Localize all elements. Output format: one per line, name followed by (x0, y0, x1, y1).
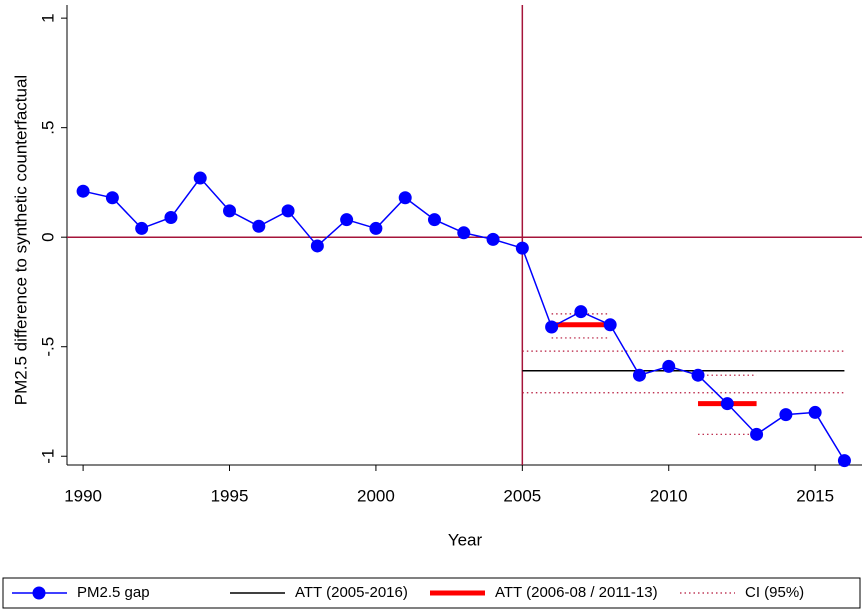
series-point (632, 368, 646, 382)
series-point (223, 204, 237, 218)
y-tick-label: 0 (38, 232, 57, 241)
series-point (427, 213, 441, 227)
x-tick-label: 2000 (357, 486, 395, 505)
x-tick-label: 2015 (796, 486, 834, 505)
series-point (310, 239, 324, 253)
series-point (545, 320, 559, 334)
series-point (720, 397, 734, 411)
y-tick-label: -1 (38, 449, 57, 464)
legend-label: CI (95%) (745, 584, 804, 601)
series-point (603, 318, 617, 332)
y-tick-label: 1 (38, 13, 57, 22)
series-point (164, 210, 178, 224)
series-point (252, 219, 266, 233)
y-axis-title: PM2.5 difference to synthetic counterfac… (11, 75, 30, 405)
series-point (662, 359, 676, 373)
legend-label: ATT (2005-2016) (295, 584, 408, 601)
series-point (281, 204, 295, 218)
series-point (574, 305, 588, 319)
series-point (340, 213, 354, 227)
x-tick-label: 1995 (211, 486, 249, 505)
series-point (779, 408, 793, 422)
series-point (398, 191, 412, 205)
legend-box (2, 577, 861, 609)
x-tick-label: 2005 (503, 486, 541, 505)
series-point (369, 221, 383, 235)
series-point (457, 226, 471, 240)
x-tick-label: 1990 (64, 486, 102, 505)
series-point (486, 232, 500, 246)
series-point (808, 405, 822, 419)
series-point (76, 184, 90, 198)
series-point (105, 191, 119, 205)
x-axis-title: Year (448, 530, 483, 549)
y-tick-label: -.5 (38, 337, 57, 357)
x-tick-label: 2010 (650, 486, 688, 505)
y-tick-label: .5 (38, 121, 57, 135)
series-point (135, 221, 149, 235)
legend-label: ATT (2006-08 / 2011-13) (495, 584, 658, 601)
legend-key (32, 586, 46, 600)
legend-label: PM2.5 gap (77, 584, 150, 601)
series-point (837, 454, 851, 468)
series-line (82, 176, 846, 462)
series-point (750, 427, 764, 441)
series-point (515, 241, 529, 255)
series-point (193, 171, 207, 185)
series-point (691, 368, 705, 382)
